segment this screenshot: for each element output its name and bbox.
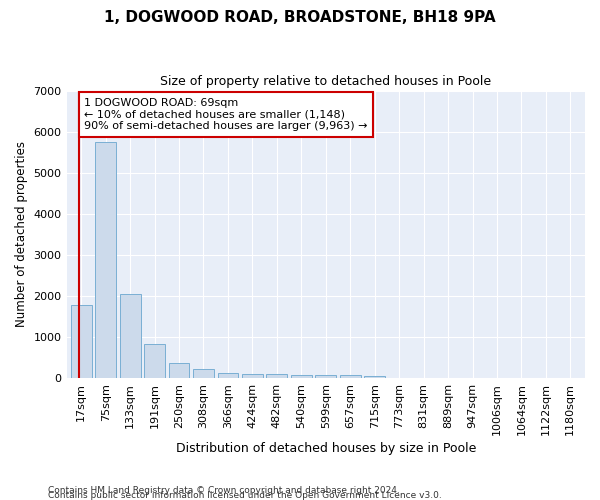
Bar	[266, 374, 287, 378]
X-axis label: Distribution of detached houses by size in Poole: Distribution of detached houses by size …	[176, 442, 476, 455]
Text: 1, DOGWOOD ROAD, BROADSTONE, BH18 9PA: 1, DOGWOOD ROAD, BROADSTONE, BH18 9PA	[104, 10, 496, 25]
Bar	[364, 376, 385, 378]
Bar	[340, 375, 361, 378]
Title: Size of property relative to detached houses in Poole: Size of property relative to detached ho…	[160, 75, 491, 88]
Text: Contains HM Land Registry data © Crown copyright and database right 2024.: Contains HM Land Registry data © Crown c…	[48, 486, 400, 495]
Bar	[144, 344, 165, 378]
Bar	[169, 363, 190, 378]
Text: Contains public sector information licensed under the Open Government Licence v3: Contains public sector information licen…	[48, 491, 442, 500]
Text: 1 DOGWOOD ROAD: 69sqm
← 10% of detached houses are smaller (1,148)
90% of semi-d: 1 DOGWOOD ROAD: 69sqm ← 10% of detached …	[84, 98, 368, 131]
Bar	[242, 374, 263, 378]
Bar	[218, 374, 238, 378]
Bar	[316, 375, 336, 378]
Y-axis label: Number of detached properties: Number of detached properties	[15, 142, 28, 328]
Bar	[193, 369, 214, 378]
Bar	[71, 305, 92, 378]
Bar	[95, 142, 116, 378]
Bar	[291, 374, 312, 378]
Bar	[120, 294, 140, 378]
